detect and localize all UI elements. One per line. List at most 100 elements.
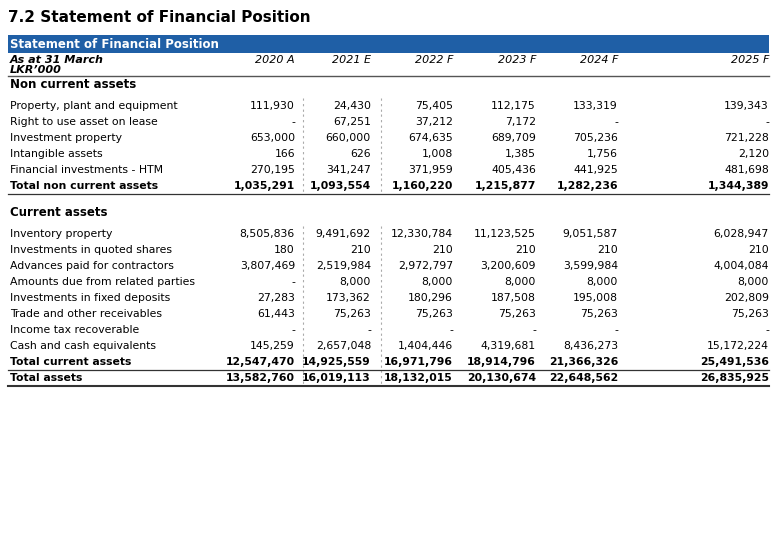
Text: 195,008: 195,008 (573, 293, 618, 303)
Text: 15,172,224: 15,172,224 (707, 341, 769, 351)
Text: 16,019,113: 16,019,113 (302, 373, 371, 383)
Text: 2,120: 2,120 (738, 149, 769, 159)
Text: 7.2 Statement of Financial Position: 7.2 Statement of Financial Position (8, 10, 311, 25)
Text: 1,404,446: 1,404,446 (398, 341, 453, 351)
Text: 61,443: 61,443 (257, 309, 295, 319)
Text: 4,004,084: 4,004,084 (713, 261, 769, 271)
Text: 111,930: 111,930 (250, 101, 295, 111)
Text: 2,519,984: 2,519,984 (316, 261, 371, 271)
Text: 75,263: 75,263 (415, 309, 453, 319)
Text: 441,925: 441,925 (573, 165, 618, 175)
Bar (8, 35, 769, 53)
Text: 2025 F: 2025 F (730, 55, 769, 65)
Text: Investments in quoted shares: Investments in quoted shares (10, 245, 172, 255)
Text: 2022 F: 2022 F (415, 55, 453, 65)
Text: -: - (765, 117, 769, 127)
Text: 37,212: 37,212 (415, 117, 453, 127)
Text: 25,491,536: 25,491,536 (700, 357, 769, 367)
Text: 210: 210 (432, 245, 453, 255)
Text: 8,505,836: 8,505,836 (240, 229, 295, 239)
Text: 1,008: 1,008 (422, 149, 453, 159)
Text: 8,000: 8,000 (340, 277, 371, 287)
Text: 705,236: 705,236 (573, 133, 618, 143)
Text: 27,283: 27,283 (257, 293, 295, 303)
Text: 405,436: 405,436 (491, 165, 536, 175)
Text: 20,130,674: 20,130,674 (467, 373, 536, 383)
Text: -: - (614, 325, 618, 335)
Text: 8,000: 8,000 (737, 277, 769, 287)
Text: 1,344,389: 1,344,389 (708, 181, 769, 191)
Text: 2024 F: 2024 F (580, 55, 618, 65)
Text: 9,491,692: 9,491,692 (316, 229, 371, 239)
Text: Current assets: Current assets (10, 206, 107, 219)
Text: 8,000: 8,000 (587, 277, 618, 287)
Text: -: - (291, 277, 295, 287)
Text: Statement of Financial Position: Statement of Financial Position (10, 38, 219, 51)
Text: 75,263: 75,263 (731, 309, 769, 319)
Text: -: - (291, 325, 295, 335)
Text: 2,972,797: 2,972,797 (398, 261, 453, 271)
Text: Non current assets: Non current assets (10, 78, 136, 91)
Text: -: - (367, 325, 371, 335)
Text: Amounts due from related parties: Amounts due from related parties (10, 277, 195, 287)
Text: 371,959: 371,959 (408, 165, 453, 175)
Text: 133,319: 133,319 (573, 101, 618, 111)
Text: LKR’000: LKR’000 (10, 65, 62, 75)
Text: Total assets: Total assets (10, 373, 82, 383)
Text: 3,807,469: 3,807,469 (240, 261, 295, 271)
Text: 674,635: 674,635 (408, 133, 453, 143)
Text: 8,000: 8,000 (504, 277, 536, 287)
Text: 8,436,273: 8,436,273 (563, 341, 618, 351)
Text: Intangible assets: Intangible assets (10, 149, 103, 159)
Text: 3,200,609: 3,200,609 (480, 261, 536, 271)
Text: 173,362: 173,362 (326, 293, 371, 303)
Text: 75,263: 75,263 (333, 309, 371, 319)
Text: 1,385: 1,385 (505, 149, 536, 159)
Text: 67,251: 67,251 (333, 117, 371, 127)
Text: 166: 166 (274, 149, 295, 159)
Text: 210: 210 (598, 245, 618, 255)
Text: -: - (291, 117, 295, 127)
Text: 210: 210 (350, 245, 371, 255)
Text: 202,809: 202,809 (724, 293, 769, 303)
Text: Cash and cash equivalents: Cash and cash equivalents (10, 341, 156, 351)
Text: 2021 E: 2021 E (332, 55, 371, 65)
Text: Investments in fixed deposits: Investments in fixed deposits (10, 293, 170, 303)
Text: 689,709: 689,709 (491, 133, 536, 143)
Text: Financial investments - HTM: Financial investments - HTM (10, 165, 163, 175)
Text: 721,228: 721,228 (724, 133, 769, 143)
Text: Income tax recoverable: Income tax recoverable (10, 325, 139, 335)
Text: Inventory property: Inventory property (10, 229, 113, 239)
Text: 1,035,291: 1,035,291 (234, 181, 295, 191)
Text: 6,028,947: 6,028,947 (714, 229, 769, 239)
Text: 12,330,784: 12,330,784 (391, 229, 453, 239)
Text: Investment property: Investment property (10, 133, 122, 143)
Text: 341,247: 341,247 (326, 165, 371, 175)
Text: 145,259: 145,259 (250, 341, 295, 351)
Text: 18,132,015: 18,132,015 (385, 373, 453, 383)
Text: 210: 210 (515, 245, 536, 255)
Text: 187,508: 187,508 (491, 293, 536, 303)
Text: 9,051,587: 9,051,587 (563, 229, 618, 239)
Text: 75,263: 75,263 (580, 309, 618, 319)
Text: 12,547,470: 12,547,470 (226, 357, 295, 367)
Text: 1,282,236: 1,282,236 (556, 181, 618, 191)
Text: 660,000: 660,000 (326, 133, 371, 143)
Text: 210: 210 (748, 245, 769, 255)
Text: 1,160,220: 1,160,220 (392, 181, 453, 191)
Text: Total non current assets: Total non current assets (10, 181, 159, 191)
Text: 75,405: 75,405 (415, 101, 453, 111)
Text: -: - (449, 325, 453, 335)
Text: -: - (765, 325, 769, 335)
Text: 14,925,559: 14,925,559 (302, 357, 371, 367)
Text: 180: 180 (274, 245, 295, 255)
Text: 139,343: 139,343 (724, 101, 769, 111)
Text: 13,582,760: 13,582,760 (226, 373, 295, 383)
Text: 4,319,681: 4,319,681 (481, 341, 536, 351)
Text: 24,430: 24,430 (333, 101, 371, 111)
Text: 16,971,796: 16,971,796 (384, 357, 453, 367)
Text: 75,263: 75,263 (498, 309, 536, 319)
Text: Right to use asset on lease: Right to use asset on lease (10, 117, 158, 127)
Text: 2023 F: 2023 F (497, 55, 536, 65)
Text: 112,175: 112,175 (491, 101, 536, 111)
